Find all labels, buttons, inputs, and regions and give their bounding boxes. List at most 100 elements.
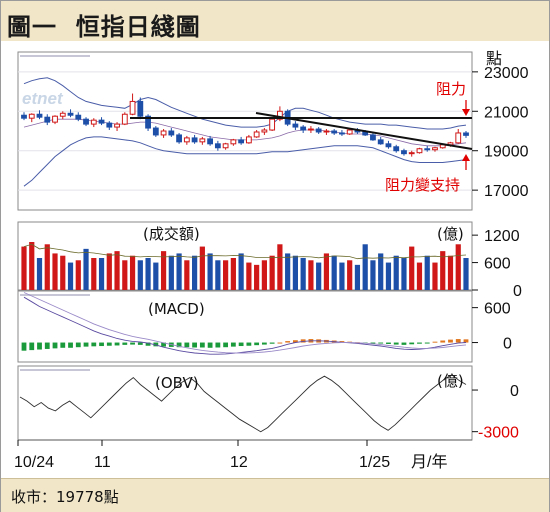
macd-histogram-bar [44,342,50,349]
volume-bar [184,260,190,290]
x-axis-unit-label: 月/年 [411,453,447,471]
price-tick-label: 17000 [484,183,529,200]
macd-histogram-bar [37,342,42,350]
volume-bar [83,248,89,290]
volume-bar [370,260,376,290]
volume-moving-average [23,243,467,260]
volume-bar [114,251,120,290]
volume-bar [29,242,35,290]
volume-bar [401,258,407,290]
macd-histogram-bar [238,342,244,347]
volume-bar [145,258,151,290]
price-tick-label: 23000 [484,65,529,82]
macd-histogram-bar [246,342,252,346]
macd-histogram-bar [207,342,213,348]
volume-bar [191,255,198,290]
volume-bar [238,253,244,290]
x-tick-label: 1/25 [359,454,390,471]
volume-bar [254,264,260,290]
candle-body [83,118,89,125]
candle-body [385,143,392,148]
macd-histogram-bar [161,342,166,347]
macd-histogram-bar [440,340,446,343]
obv-legend-strip [20,369,90,371]
etnet-watermark: etnet [22,89,64,108]
volume-tick-label: 1200 [484,228,520,245]
candle-body [230,139,237,145]
price-unit-label: 點 [486,50,502,68]
candle-body [160,130,167,136]
macd-histogram-bar [215,342,221,348]
volume-bar [223,260,229,290]
volume-bar [207,253,213,290]
volume-bar [52,253,58,290]
price-panel [17,51,473,211]
macd-histogram-bar [432,341,438,343]
header-bar: 圖一 恒指日綫圖 [1,1,549,41]
macd-histogram-bar [223,342,229,348]
macd-tick-label: 600 [484,301,511,318]
candle-body [238,139,245,144]
candle-body [98,119,105,124]
volume-bar [447,255,454,290]
macd-histogram-bar [60,342,66,348]
macd-line [23,296,467,355]
macd-histogram-bar [455,339,461,343]
macd-histogram-bar [300,339,306,343]
candle-body [432,147,438,151]
candle-body [28,113,35,119]
macd-histogram-bar [52,342,58,349]
macd-histogram-bar [75,342,81,348]
obv-unit-label: (億) [437,372,464,390]
candle-body [424,148,431,151]
candle-body [121,113,128,125]
volume-bar [168,255,174,290]
macd-histogram-bar [401,342,407,345]
candle-body [137,100,144,117]
macd-histogram-bar [463,339,469,343]
volume-bar [21,246,27,290]
volume-bar [60,255,66,290]
macd-histogram-bar [192,342,197,348]
candle-body [214,143,221,149]
candle-body [339,132,345,135]
candle-body [261,129,268,133]
candle-body [292,123,299,128]
volume-bar [75,260,81,290]
moving-average-line [23,118,467,147]
macd-histogram-bar [91,342,97,347]
volume-tick-label: 600 [484,256,511,273]
macd-histogram-bar [106,342,112,346]
obv-tick-label: -3000 [478,425,519,442]
volume-bar [308,260,314,290]
macd-histogram-bar [378,342,384,344]
macd-histogram-bar [68,342,73,348]
candle-body [323,130,330,133]
volume-bar [36,258,43,290]
macd-histogram-bar [448,339,453,343]
volume-bar [416,262,423,290]
candle-body [145,115,151,129]
macd-histogram-bar [370,342,376,344]
candle-body [106,122,113,128]
volume-bar [67,262,74,290]
macd-histogram-bar [254,342,260,346]
volume-bar [91,258,97,290]
volume-bar [409,246,415,290]
candle-body [269,118,276,131]
volume-bar [230,258,236,290]
candle-body [114,123,120,128]
macd-histogram-bar [277,342,283,344]
candle-body [21,114,27,119]
candle-body [75,114,82,120]
macd-histogram-bar [83,342,89,347]
candle-body [416,148,423,154]
obv-panel [17,365,473,441]
candle-body [245,136,252,144]
support-arrow-head [462,154,470,161]
macd-tick-label: 0 [503,336,512,353]
volume-bar [440,251,446,290]
volume-bar [385,262,392,290]
macd-histogram-bar [153,342,159,347]
